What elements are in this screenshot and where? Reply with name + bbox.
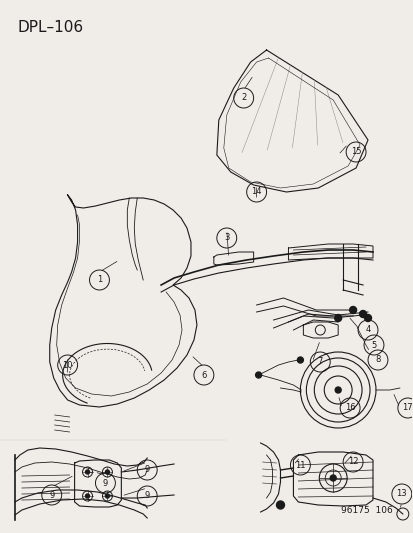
Circle shape: [334, 314, 341, 321]
Circle shape: [85, 494, 89, 498]
Text: 13: 13: [396, 489, 406, 498]
Text: 14: 14: [251, 188, 261, 197]
Text: 7: 7: [317, 358, 322, 367]
Circle shape: [255, 372, 261, 378]
Text: 4: 4: [365, 326, 370, 335]
Text: 96175  106: 96175 106: [340, 506, 392, 515]
Circle shape: [364, 314, 370, 321]
Text: 16: 16: [344, 403, 355, 413]
Circle shape: [349, 306, 356, 313]
Text: 1: 1: [97, 276, 102, 285]
Circle shape: [276, 501, 284, 509]
Text: 17: 17: [401, 403, 412, 413]
Text: DPL–106: DPL–106: [18, 20, 84, 35]
Circle shape: [335, 387, 340, 393]
Text: 12: 12: [347, 457, 358, 466]
Circle shape: [105, 470, 109, 474]
Text: 10: 10: [62, 360, 73, 369]
Text: 6: 6: [201, 370, 206, 379]
Text: 15: 15: [350, 148, 361, 157]
Text: 8: 8: [374, 356, 380, 365]
Circle shape: [85, 470, 89, 474]
Text: 9: 9: [144, 491, 150, 500]
Text: 5: 5: [370, 341, 376, 350]
Circle shape: [105, 494, 109, 498]
Text: 11: 11: [294, 461, 305, 470]
Text: 2: 2: [240, 93, 246, 102]
Circle shape: [330, 475, 335, 481]
Text: 9: 9: [49, 490, 54, 499]
Text: 9: 9: [144, 465, 150, 474]
Text: 3: 3: [223, 233, 229, 243]
Circle shape: [359, 311, 366, 318]
Circle shape: [297, 357, 303, 363]
Text: 9: 9: [102, 479, 108, 488]
